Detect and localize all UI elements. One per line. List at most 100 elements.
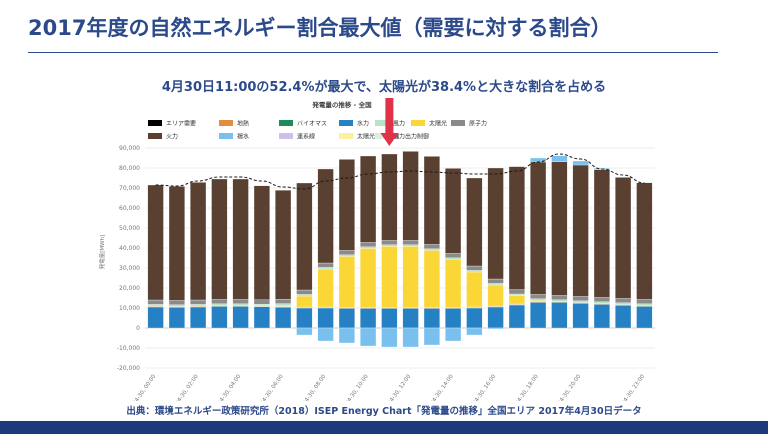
bar---12[interactable] bbox=[402, 308, 419, 329]
bar---0[interactable] bbox=[147, 299, 164, 305]
legend-label-1[interactable]: 地熱 bbox=[237, 120, 249, 128]
bar---22[interactable] bbox=[615, 298, 632, 303]
bar---18[interactable] bbox=[530, 294, 547, 299]
bar---11[interactable] bbox=[381, 153, 398, 241]
legend-label-4[interactable]: 風力 bbox=[393, 120, 405, 128]
bar---13[interactable] bbox=[423, 308, 440, 329]
bar---10[interactable] bbox=[360, 308, 377, 329]
legend-swatch-8[interactable] bbox=[219, 133, 233, 139]
bar---22[interactable] bbox=[615, 302, 632, 305]
bar---7[interactable] bbox=[296, 295, 313, 308]
bar---15[interactable] bbox=[466, 271, 483, 308]
bar---1[interactable] bbox=[168, 304, 185, 307]
legend-label-11[interactable]: 風力出力制御 bbox=[393, 133, 429, 141]
legend-swatch-11[interactable] bbox=[375, 133, 389, 139]
bar---11[interactable] bbox=[381, 246, 398, 308]
bar---8[interactable] bbox=[317, 262, 334, 268]
bar---13[interactable] bbox=[423, 244, 440, 249]
bar---11[interactable] bbox=[381, 327, 398, 348]
bar---19[interactable] bbox=[551, 161, 568, 296]
bar---14[interactable] bbox=[445, 259, 462, 308]
bar---12[interactable] bbox=[402, 327, 419, 348]
bar---5[interactable] bbox=[253, 304, 270, 306]
bar---6[interactable] bbox=[275, 307, 292, 329]
bar---2[interactable] bbox=[190, 304, 207, 307]
bar---15[interactable] bbox=[466, 327, 483, 336]
bar---23[interactable] bbox=[636, 299, 653, 304]
bar---22[interactable] bbox=[615, 177, 632, 299]
bar---4[interactable] bbox=[232, 306, 249, 329]
bar---4[interactable] bbox=[232, 178, 249, 300]
legend-label-6[interactable]: 原子力 bbox=[469, 120, 487, 128]
bar---9[interactable] bbox=[338, 250, 355, 255]
bar---12[interactable] bbox=[402, 244, 419, 247]
bar---14[interactable] bbox=[445, 257, 462, 260]
bar---16[interactable] bbox=[487, 283, 504, 286]
bar---13[interactable] bbox=[423, 248, 440, 251]
bar---15[interactable] bbox=[466, 307, 483, 329]
bar---2[interactable] bbox=[190, 306, 207, 329]
bar---21[interactable] bbox=[593, 301, 610, 304]
bar---0[interactable] bbox=[147, 184, 164, 301]
bar---21[interactable] bbox=[593, 297, 610, 302]
bar---2[interactable] bbox=[190, 299, 207, 305]
bar---5[interactable] bbox=[253, 185, 270, 300]
bar---20[interactable] bbox=[572, 300, 589, 303]
bar---13[interactable] bbox=[423, 156, 440, 245]
bar---7[interactable] bbox=[296, 289, 313, 295]
bar---3[interactable] bbox=[211, 178, 228, 300]
legend-swatch-7[interactable] bbox=[148, 133, 162, 139]
bar---23[interactable] bbox=[636, 303, 653, 306]
bar---10[interactable] bbox=[360, 248, 377, 308]
bar---9[interactable] bbox=[338, 159, 355, 251]
bar---12[interactable] bbox=[402, 246, 419, 308]
bar---7[interactable] bbox=[296, 327, 313, 336]
bar---9[interactable] bbox=[338, 308, 355, 329]
legend-label-7[interactable]: 火力 bbox=[166, 133, 178, 141]
bar---16[interactable] bbox=[487, 327, 504, 330]
bar---16[interactable] bbox=[487, 278, 504, 284]
legend-swatch-9[interactable] bbox=[279, 133, 293, 139]
bar---12[interactable] bbox=[402, 151, 419, 241]
bar---16[interactable] bbox=[487, 284, 504, 307]
bar---11[interactable] bbox=[381, 240, 398, 245]
bar---14[interactable] bbox=[445, 308, 462, 329]
bar---23[interactable] bbox=[636, 306, 653, 329]
bar---15[interactable] bbox=[466, 270, 483, 273]
bar---9[interactable] bbox=[338, 327, 355, 344]
bar---15[interactable] bbox=[466, 265, 483, 271]
bar---17[interactable] bbox=[508, 166, 525, 290]
legend-label-8[interactable]: 揚水 bbox=[237, 133, 249, 141]
bar---17[interactable] bbox=[508, 293, 525, 296]
bar---12[interactable] bbox=[402, 240, 419, 245]
bar---14[interactable] bbox=[445, 168, 462, 254]
bar---11[interactable] bbox=[381, 244, 398, 247]
legend-swatch-10[interactable] bbox=[339, 133, 353, 139]
bar---19[interactable] bbox=[551, 302, 568, 329]
bar---8[interactable] bbox=[317, 327, 334, 342]
bar---2[interactable] bbox=[190, 182, 207, 301]
bar---1[interactable] bbox=[168, 307, 185, 329]
bar---19[interactable] bbox=[551, 299, 568, 302]
bar---8[interactable] bbox=[317, 268, 334, 308]
bar---10[interactable] bbox=[360, 155, 377, 243]
bar---21[interactable] bbox=[593, 304, 610, 329]
bar---6[interactable] bbox=[275, 299, 292, 304]
legend-swatch-0[interactable] bbox=[148, 120, 162, 126]
bar---5[interactable] bbox=[253, 299, 270, 305]
bar---18[interactable] bbox=[530, 161, 547, 295]
bar---8[interactable] bbox=[317, 307, 334, 329]
bar---17[interactable] bbox=[508, 289, 525, 295]
bar---0[interactable] bbox=[147, 306, 164, 329]
legend-swatch-4[interactable] bbox=[375, 120, 389, 126]
bar---23[interactable] bbox=[636, 182, 653, 300]
bar---22[interactable] bbox=[615, 305, 632, 329]
bar---10[interactable] bbox=[360, 327, 377, 347]
legend-label-9[interactable]: 連系線 bbox=[297, 133, 315, 141]
bar---0[interactable] bbox=[147, 304, 164, 307]
bar---20[interactable] bbox=[572, 303, 589, 329]
bar---11[interactable] bbox=[381, 308, 398, 329]
bar---15[interactable] bbox=[466, 177, 483, 267]
bar---20[interactable] bbox=[572, 296, 589, 301]
bar---4[interactable] bbox=[232, 299, 249, 304]
